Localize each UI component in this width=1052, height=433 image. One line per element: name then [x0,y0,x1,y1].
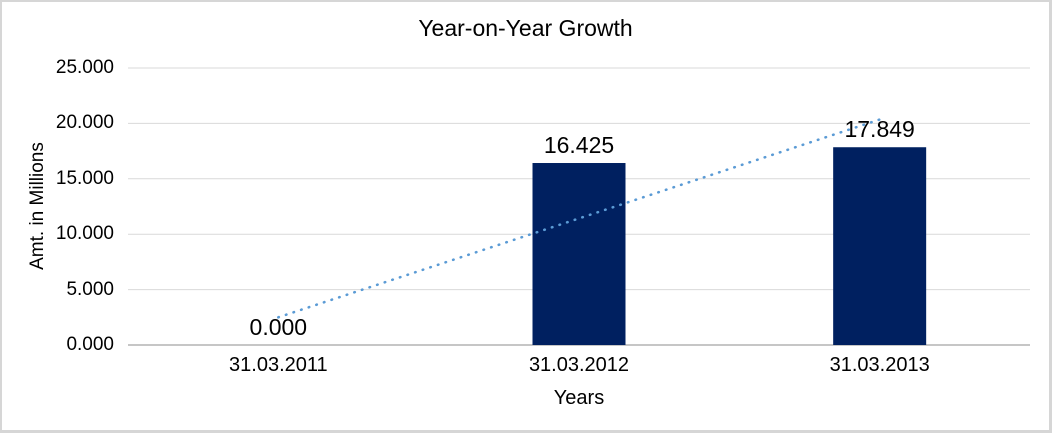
y-tick-label: 0.000 [66,334,114,355]
bar-data-label: 17.849 [844,116,915,143]
bar-data-label: 0.000 [249,314,308,340]
y-tick-label: 20.000 [55,112,114,134]
x-tick-label: 31.03.2011 [229,354,328,376]
y-tick-label: 10.000 [55,223,114,245]
trendline [277,118,881,319]
chart-title: Year-on-Year Growth [418,15,633,41]
bar [532,163,626,345]
x-tick-label: 31.03.2013 [829,354,930,376]
y-tick-label: 5.000 [66,278,114,300]
y-tick-label: 15.000 [55,167,114,189]
y-tick-label: 25.000 [55,57,114,78]
bar [833,147,927,345]
x-axis-title: Years [553,387,605,409]
x-tick-label: 31.03.2012 [528,354,630,376]
bar-data-label: 16.425 [543,132,615,158]
